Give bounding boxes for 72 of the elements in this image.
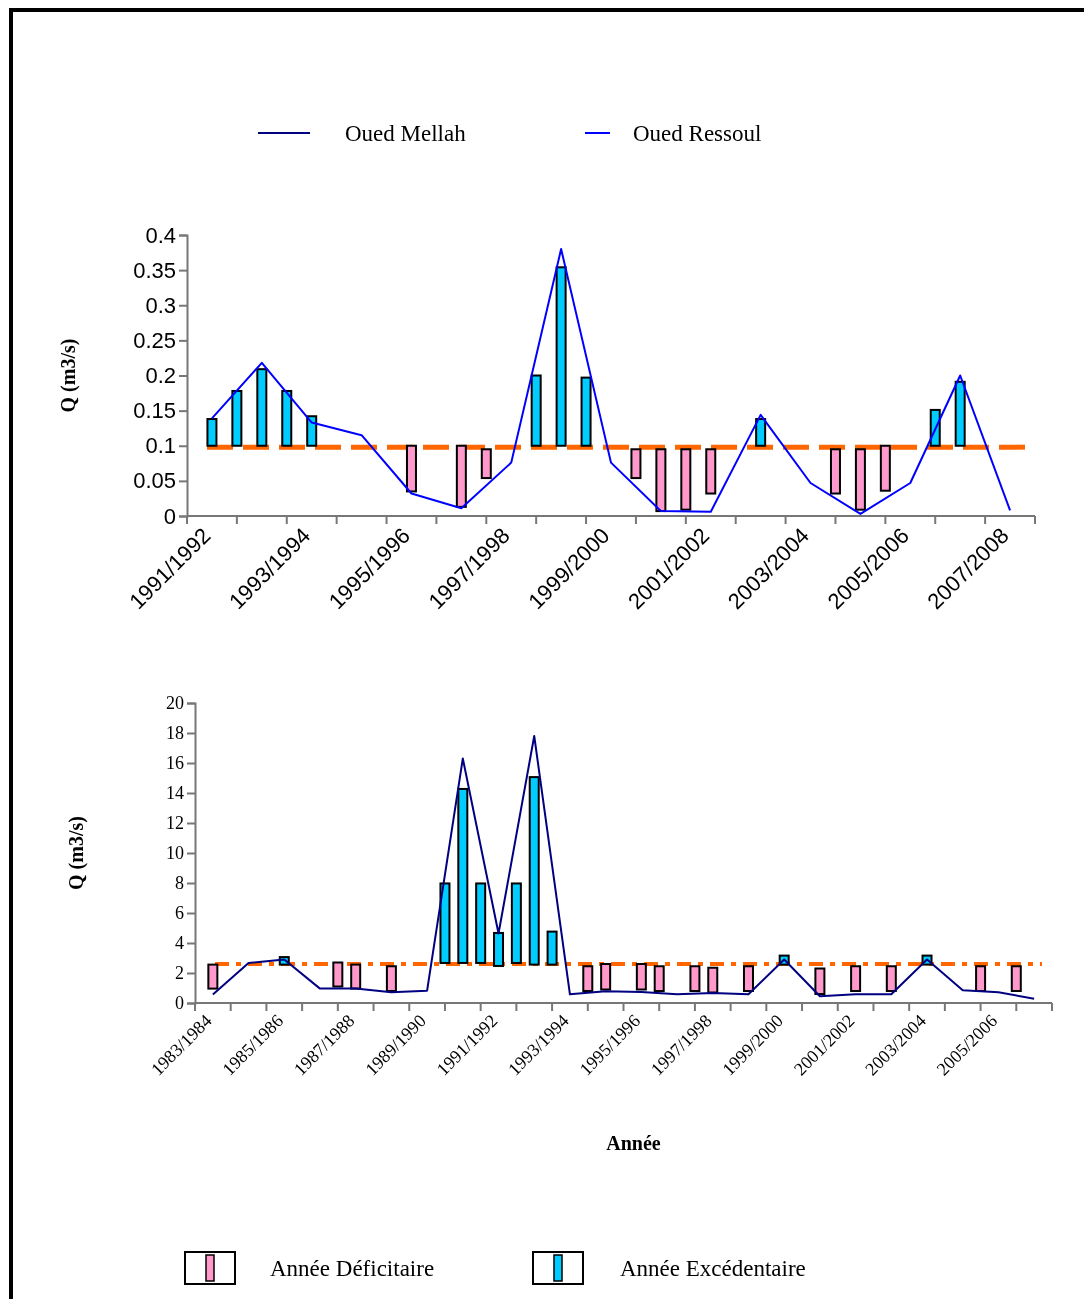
bar (405, 444, 417, 493)
bar (755, 418, 767, 447)
bar (879, 444, 891, 492)
y-axis-title: Q (m3/s) (57, 338, 80, 413)
y-tick-label: 0 (175, 993, 184, 1014)
bar (653, 965, 665, 992)
bar (1010, 965, 1022, 992)
bar (742, 965, 754, 992)
legend-label: Oued Ressoul (633, 121, 762, 146)
bar (680, 448, 692, 511)
bar (954, 380, 966, 447)
bar (207, 963, 219, 990)
bar (635, 963, 647, 991)
y-tick-label: 0.35 (133, 257, 176, 283)
y-tick-label: 6 (175, 903, 184, 924)
bar (854, 448, 866, 511)
y-tick-label: 0.25 (133, 327, 176, 353)
bar (600, 963, 612, 991)
legend-label: Année Excédentaire (620, 1256, 806, 1281)
bar (814, 967, 826, 995)
bar (850, 965, 862, 992)
bar (975, 965, 987, 992)
y-tick-label: 0.1 (145, 433, 176, 459)
bar (306, 415, 318, 447)
bar (350, 963, 362, 990)
bar (885, 965, 897, 992)
bar (829, 448, 841, 495)
bar (705, 448, 717, 495)
bar (206, 418, 218, 447)
y-tick-label: 18 (166, 723, 184, 744)
y-tick-label: 0.15 (133, 398, 176, 424)
bar (455, 444, 467, 508)
bar (457, 787, 469, 964)
y-tick-label: 16 (166, 753, 184, 774)
bar (475, 882, 487, 964)
bar (231, 389, 243, 447)
bar (580, 376, 592, 447)
line-series (211, 735, 1036, 1000)
bar (480, 448, 492, 480)
y-tick-label: 0.3 (145, 292, 176, 318)
bar (655, 448, 667, 513)
bar (528, 776, 540, 966)
y-tick-label: 4 (175, 933, 184, 954)
y-tick-label: 14 (166, 783, 184, 804)
y-tick-label: 20 (166, 693, 184, 714)
bar (493, 931, 505, 967)
bar (555, 266, 567, 447)
legend-label: Année Déficitaire (270, 1256, 435, 1281)
y-tick-label: 10 (166, 843, 184, 864)
legend-label: Oued Mellah (345, 121, 467, 146)
bar (582, 965, 594, 992)
bar (546, 930, 558, 966)
bar (707, 966, 719, 994)
bar (256, 368, 268, 447)
bar (530, 374, 542, 447)
y-axis-title: Q (m3/s) (65, 816, 88, 890)
y-tick-label: 0 (163, 503, 176, 529)
y-tick-label: 0.2 (145, 363, 176, 389)
bar (332, 961, 344, 988)
y-tick-label: 0.05 (133, 468, 176, 494)
line-series (210, 248, 1012, 515)
y-tick-label: 2 (175, 963, 184, 984)
y-tick-label: 12 (166, 813, 184, 834)
bar (689, 965, 701, 992)
x-axis-title: Année (606, 1132, 661, 1154)
y-tick-label: 0.4 (145, 222, 176, 248)
bar (510, 882, 522, 964)
bar (385, 965, 397, 992)
bar (281, 389, 293, 447)
bar (439, 882, 451, 964)
bar (630, 448, 642, 480)
y-tick-label: 8 (175, 873, 184, 894)
